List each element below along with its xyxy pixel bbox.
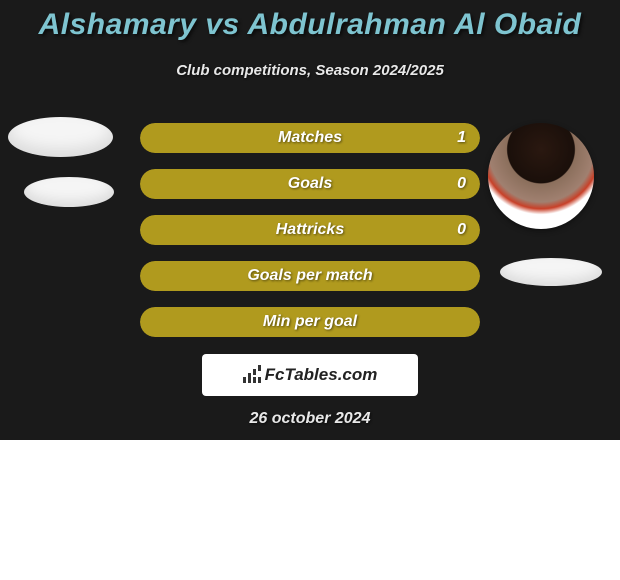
date-text: 26 october 2024 xyxy=(0,410,620,428)
bar-chart-icon xyxy=(243,367,261,383)
stat-bar-value: 1 xyxy=(457,123,466,153)
stat-bar-value: 0 xyxy=(457,215,466,245)
stat-bar-value: 0 xyxy=(457,169,466,199)
player-left-avatar-placeholder xyxy=(8,117,113,157)
stat-bar: Hattricks0 xyxy=(140,215,480,245)
brand-text: FcTables.com xyxy=(265,365,378,385)
player-left-avatar-placeholder-2 xyxy=(24,177,114,207)
stat-bar: Goals0 xyxy=(140,169,480,199)
brand-logo: FcTables.com xyxy=(202,354,418,396)
stat-bar: Min per goal xyxy=(140,307,480,337)
stat-bar: Goals per match xyxy=(140,261,480,291)
page-subtitle: Club competitions, Season 2024/2025 xyxy=(0,62,620,79)
stat-bar-label: Goals xyxy=(140,169,480,199)
player-right-avatar-placeholder xyxy=(500,258,602,286)
stat-bar: Matches1 xyxy=(140,123,480,153)
stat-bar-label: Min per goal xyxy=(140,307,480,337)
stat-bar-label: Matches xyxy=(140,123,480,153)
stat-bar-label: Hattricks xyxy=(140,215,480,245)
stat-bar-label: Goals per match xyxy=(140,261,480,291)
player-right-avatar xyxy=(488,123,594,229)
page-title: Alshamary vs Abdulrahman Al Obaid xyxy=(0,8,620,42)
